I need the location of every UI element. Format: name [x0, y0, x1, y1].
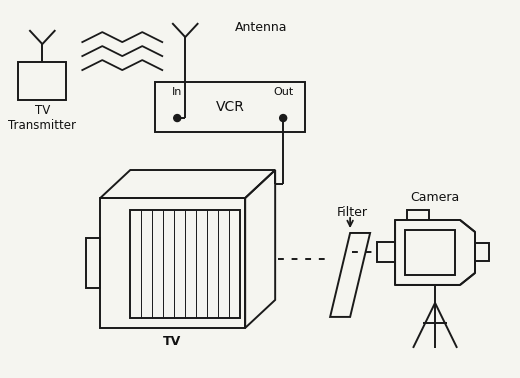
Text: Out: Out: [273, 87, 293, 97]
Bar: [100, 198, 245, 328]
Text: Camera: Camera: [410, 192, 460, 204]
Text: TV: TV: [163, 335, 181, 349]
Text: TV
Transmitter: TV Transmitter: [8, 104, 76, 132]
Bar: [405, 230, 455, 275]
Text: Antenna: Antenna: [235, 21, 288, 34]
Text: Filter: Filter: [336, 206, 368, 220]
Circle shape: [280, 115, 287, 122]
Bar: [377, 242, 395, 262]
Circle shape: [174, 115, 181, 122]
Text: VCR: VCR: [216, 100, 244, 114]
Bar: [131, 210, 240, 318]
Bar: [475, 243, 489, 261]
Bar: [407, 210, 429, 220]
Polygon shape: [395, 220, 475, 285]
Bar: [155, 82, 305, 132]
Text: In: In: [172, 87, 183, 97]
Bar: [86, 238, 100, 288]
Bar: [18, 62, 67, 100]
